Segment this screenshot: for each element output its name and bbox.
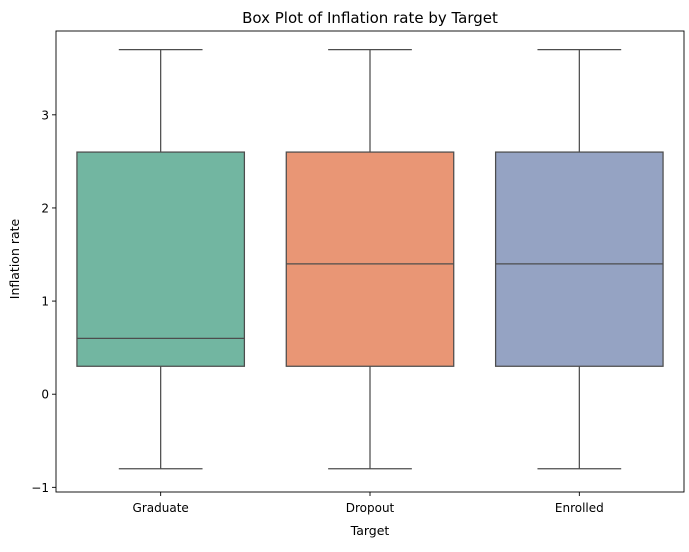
x-tick-label: Enrolled bbox=[555, 501, 604, 515]
iqr-box bbox=[285, 151, 455, 367]
chart-title: Box Plot of Inflation rate by Target bbox=[242, 9, 498, 27]
box-dropout bbox=[285, 49, 455, 470]
iqr-box bbox=[494, 151, 664, 367]
box-enrolled bbox=[494, 49, 664, 470]
y-axis: −1 0 1 2 3 bbox=[31, 108, 56, 495]
x-tick-label: Dropout bbox=[346, 501, 395, 515]
box-graduate bbox=[76, 49, 246, 470]
y-tick-label: 0 bbox=[41, 388, 49, 402]
y-tick-label: −1 bbox=[31, 481, 49, 495]
y-tick-label: 2 bbox=[41, 201, 49, 215]
iqr-box bbox=[76, 151, 246, 367]
x-axis: Graduate Dropout Enrolled bbox=[133, 492, 604, 515]
x-tick-label: Graduate bbox=[133, 501, 189, 515]
y-axis-label: Inflation rate bbox=[7, 218, 22, 299]
plot-area bbox=[76, 49, 664, 470]
y-tick-label: 3 bbox=[41, 108, 49, 122]
x-axis-label: Target bbox=[350, 523, 390, 538]
y-tick-label: 1 bbox=[41, 295, 49, 309]
